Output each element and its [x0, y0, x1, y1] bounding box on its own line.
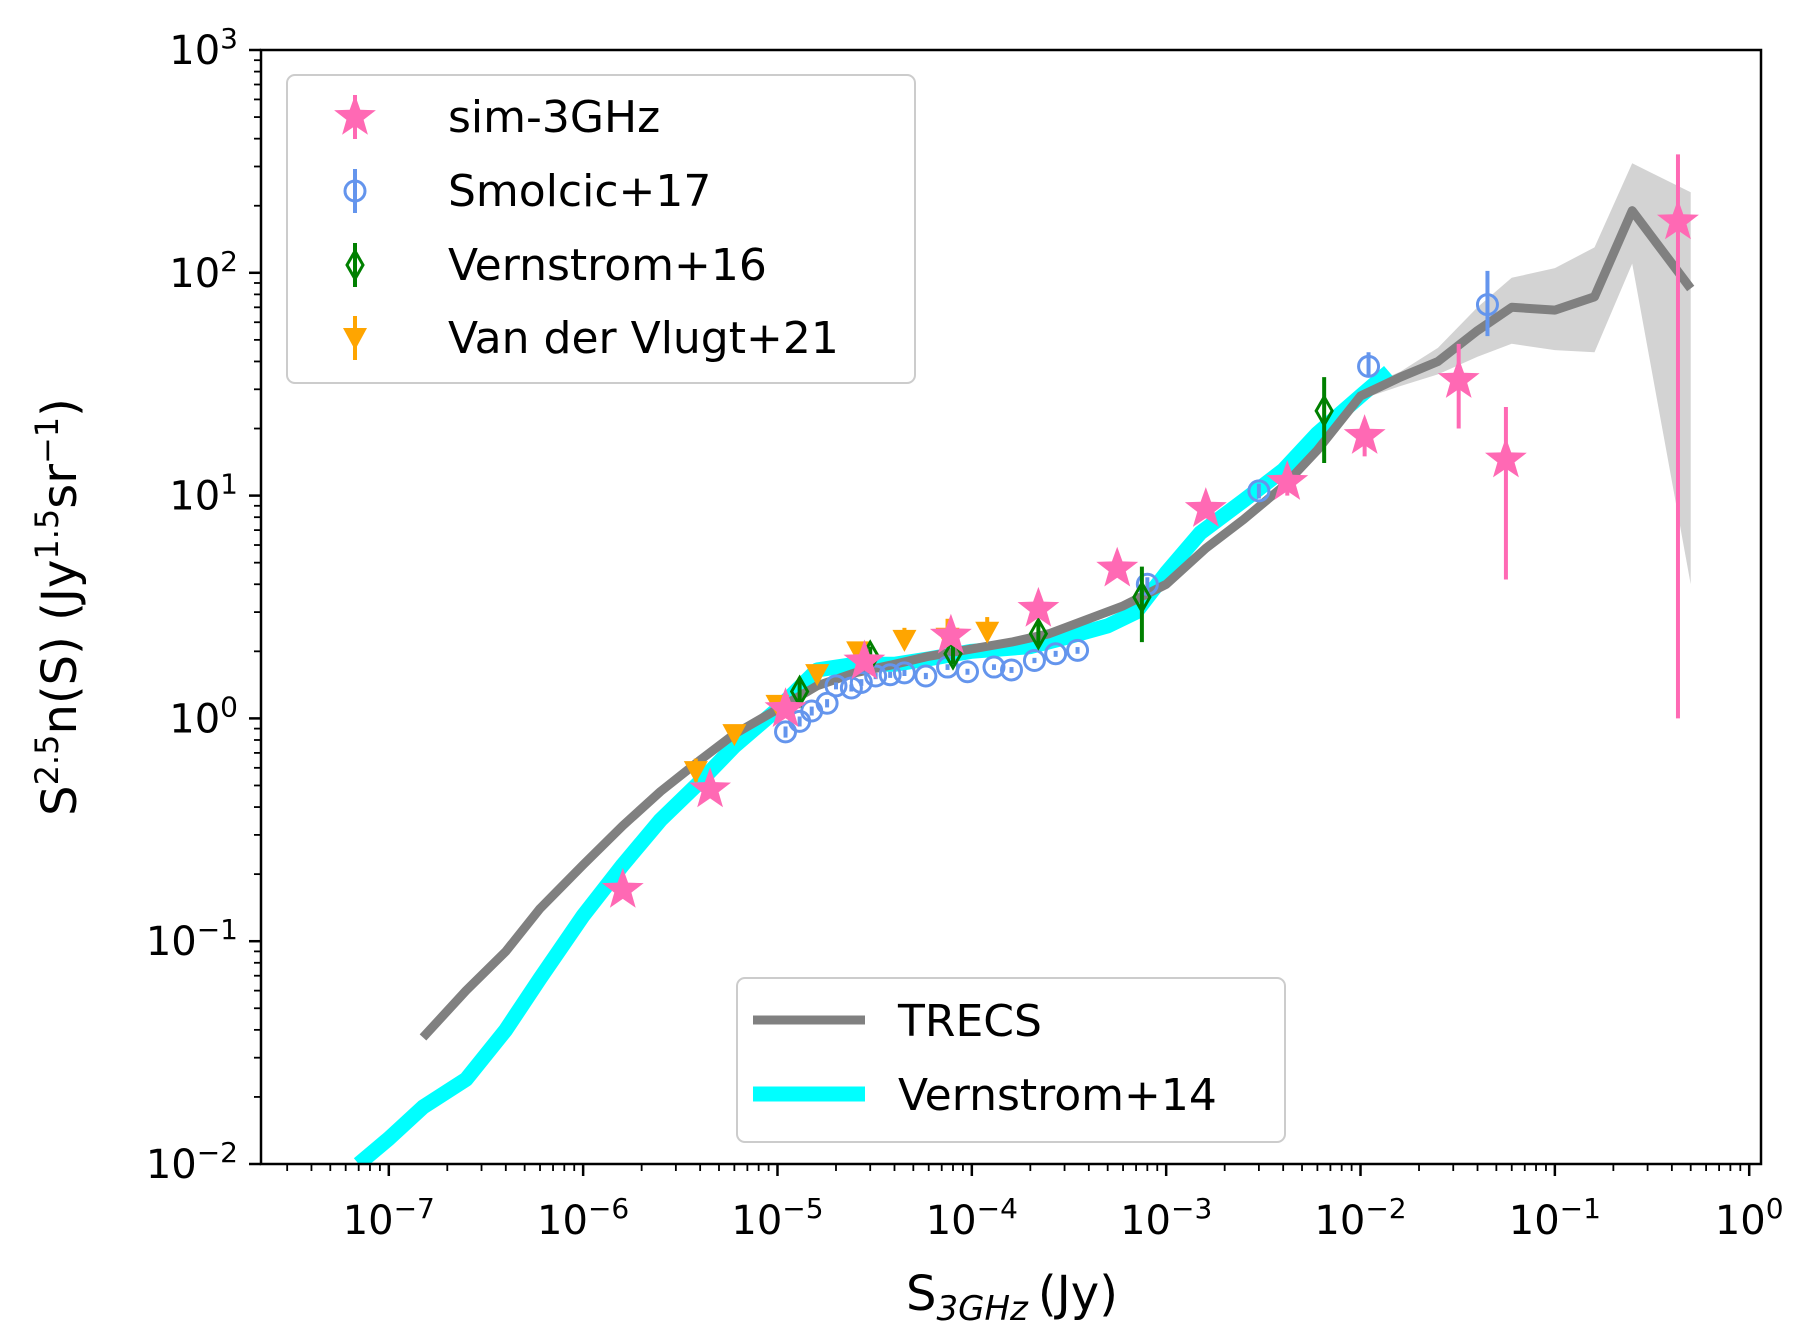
vlugt21-point [975, 621, 1000, 644]
smolcic17-point [1044, 642, 1068, 666]
sim-3ghz-point [764, 687, 807, 727]
sim-3ghz-point [1096, 546, 1139, 587]
smolcic17-point [824, 674, 848, 698]
axes-frame [259, 48, 1763, 1166]
y-tick-label: 102 [169, 245, 238, 297]
sim-3ghz-point [601, 867, 644, 908]
x-tick-label: 10−6 [537, 1192, 629, 1244]
smolcic17-point [1247, 479, 1271, 503]
legend-marker [345, 247, 365, 283]
y-tick-label: 100 [169, 690, 238, 742]
smolcic17-point [1475, 293, 1499, 317]
legend-label-vernstrom16: Vernstrom+16 [448, 240, 767, 291]
smolcic17-point [914, 664, 938, 688]
smolcic17-point [878, 663, 902, 687]
legend-label-trecs: TRECS [897, 996, 1042, 1047]
y-axis-title: S2.5n(S) (Jy1.5sr−1) [28, 398, 88, 816]
x-tick-label: 10−2 [1314, 1192, 1406, 1244]
smolcic17-point [892, 661, 916, 685]
smolcic17-point [1022, 648, 1046, 672]
y-tick-label: 10−1 [146, 913, 238, 965]
legend-symbol-smolcic [343, 169, 367, 213]
x-tick-label: 10−3 [1120, 1192, 1212, 1244]
smolcic17-point [815, 691, 839, 715]
legend-symbol-vlugt [343, 316, 367, 360]
smolcic17-point [982, 655, 1006, 679]
smolcic17-point [955, 660, 979, 684]
sim-3ghz-point [1184, 487, 1227, 527]
sim-3ghz-point [929, 613, 972, 654]
vlugt21-point [805, 664, 830, 687]
vlugt21-point [683, 761, 708, 784]
y-tick-label: 101 [169, 468, 238, 520]
sim-3ghz-point [1266, 460, 1309, 500]
plot-series-group [353, 154, 1699, 1164]
vernstrom16-point [1028, 616, 1049, 651]
y-tick-label: 10−2 [146, 1136, 238, 1188]
x-tick-label: 10−5 [731, 1192, 823, 1244]
x-tick-label: 10−7 [343, 1192, 435, 1244]
x-axis-title: S3GHz (Jy) [906, 1266, 1118, 1329]
trecs-line [419, 206, 1695, 1041]
vernstrom16-point [1314, 393, 1334, 428]
sim-3ghz-point [1017, 586, 1060, 627]
legend-top: sim-3GHz Smolcic+17 Vernstrom+16 Van der… [286, 74, 916, 384]
sim-3ghz-point [843, 639, 886, 680]
sim-3ghz-point [689, 767, 731, 808]
smolcic17-point [1066, 638, 1090, 662]
smolcic17-point [999, 658, 1023, 682]
y-tick-label: 103 [169, 22, 238, 74]
x-tick-label: 10−1 [1509, 1192, 1601, 1244]
vernstrom16-point [1132, 580, 1152, 615]
axis-ticks: 10−7 10−6 10−5 10−4 10−3 10−2 10−1 100 10−2 10−1 1… [146, 22, 1784, 1244]
legend-symbol-vernstrom16 [345, 243, 365, 287]
plot-area [353, 154, 1699, 1164]
x-tick-label: 100 [1715, 1192, 1784, 1244]
sim-3ghz-point [1437, 358, 1480, 398]
x-tick-label: 10−4 [926, 1192, 1018, 1244]
legend-bottom: TRECS Vernstrom+14 [736, 977, 1286, 1143]
legend-marker [343, 328, 367, 350]
legend-label-smolcic: Smolcic+17 [448, 166, 711, 217]
legend-label-vlugt: Van der Vlugt+21 [448, 313, 839, 364]
legend-marker [343, 179, 367, 203]
sim-3ghz-point [1485, 437, 1527, 478]
legend-top-frame [286, 74, 916, 384]
vlugt21-point [722, 724, 747, 747]
vlugt21-point [892, 629, 917, 652]
legend-bottom-frame [736, 977, 1286, 1143]
sim-3ghz-point [1343, 414, 1386, 454]
legend-label-sim: sim-3GHz [448, 92, 660, 143]
legend-marker [334, 95, 376, 135]
sim-3ghz-point [1657, 199, 1699, 240]
smolcic17-point [1357, 354, 1381, 378]
smolcic17-point [864, 664, 888, 688]
legend-symbol-sim [334, 95, 376, 139]
legend-label-vernstrom14: Vernstrom+14 [898, 1070, 1217, 1121]
